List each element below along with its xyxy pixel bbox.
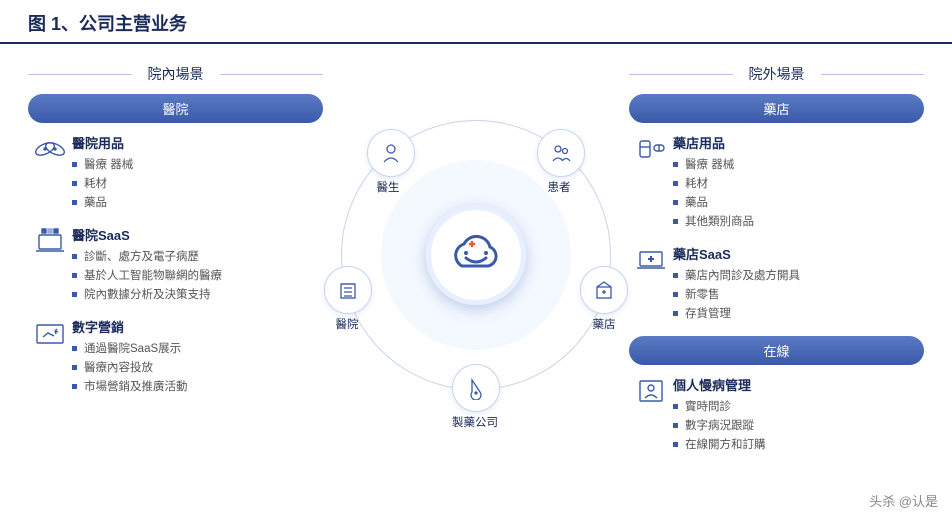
list-item: 在線開方和訂購	[673, 436, 924, 455]
node-pharmacy	[580, 266, 628, 314]
list-item: 基於人工智能物聯網的醫療	[72, 267, 323, 286]
node-label: 製藥公司	[452, 414, 498, 430]
section-title: 醫院SaaS	[72, 225, 323, 244]
section-title: 藥店SaaS	[673, 244, 924, 263]
megaphone-icon	[28, 317, 72, 397]
list-item: 醫療 器械	[72, 156, 323, 175]
list-item: 市場營銷及推廣活動	[72, 378, 323, 397]
scene-header-left: 院內場景	[28, 64, 323, 84]
scene-label: 院外場景	[733, 64, 821, 84]
node-label: 患者	[547, 179, 570, 195]
section-hospital-saas: 醫院SaaS 診斷、處方及電子病歷 基於人工智能物聯網的醫療 院內數據分析及決策…	[28, 225, 323, 305]
center-diagram: 醫生患者藥店製藥公司醫院	[321, 100, 631, 410]
list-item: 藥品	[673, 194, 924, 213]
list-item: 耗材	[673, 175, 924, 194]
list-item: 新零售	[673, 286, 924, 305]
center-cloud-logo	[426, 205, 526, 305]
list-item: 藥品	[72, 194, 323, 213]
node-label: 藥店	[592, 316, 615, 332]
divider	[28, 74, 132, 75]
bullet-list: 藥店內問診及處方開具 新零售 存貨管理	[673, 267, 924, 324]
section-chronic-management: 個人慢病管理 實時問診 數字病況跟蹤 在線開方和訂購	[629, 375, 924, 455]
list-item: 存貨管理	[673, 305, 924, 324]
divider	[821, 74, 925, 75]
bullet-list: 醫療 器械 耗材 藥品	[72, 156, 323, 213]
category-pill-hospital: 醫院	[28, 94, 323, 123]
list-item: 診斷、處方及電子病歷	[72, 248, 323, 267]
bullet-list: 實時問診 數字病況跟蹤 在線開方和訂購	[673, 398, 924, 455]
diagram-content: 院內場景 醫院 醫院用品 醫療 器械 耗材 藥品 醫院SaaS	[0, 44, 952, 484]
divider	[629, 74, 733, 75]
list-item: 醫療內容投放	[72, 359, 323, 378]
list-item: 醫療 器械	[673, 156, 924, 175]
list-item: 數字病況跟蹤	[673, 417, 924, 436]
bullet-list: 診斷、處方及電子病歷 基於人工智能物聯網的醫療 院內數據分析及決策支持	[72, 248, 323, 305]
doctor-icon	[629, 375, 673, 455]
laptop-saas-icon	[28, 225, 72, 305]
node-label: 醫院	[336, 316, 359, 332]
divider	[220, 74, 324, 75]
left-column: 院內場景 醫院 醫院用品 醫療 器械 耗材 藥品 醫院SaaS	[28, 64, 323, 484]
section-title: 個人慢病管理	[673, 375, 924, 394]
section-hospital-supplies: 醫院用品 醫療 器械 耗材 藥品	[28, 133, 323, 213]
list-item: 其他類別商品	[673, 213, 924, 232]
bullet-list: 通過醫院SaaS展示 醫療內容投放 市場營銷及推廣活動	[72, 340, 323, 397]
section-pharmacy-saas: 藥店SaaS 藥店內問診及處方開具 新零售 存貨管理	[629, 244, 924, 324]
category-pill-online: 在線	[629, 336, 924, 365]
bandage-icon	[28, 133, 72, 213]
watermark-text: 头杀 @认是	[869, 491, 938, 510]
laptop-plus-icon	[629, 244, 673, 324]
node-label: 醫生	[377, 179, 400, 195]
list-item: 藥店內問診及處方開具	[673, 267, 924, 286]
scene-label: 院內場景	[132, 64, 220, 84]
figure-title: 图 1、公司主营业务	[28, 10, 924, 36]
section-pharmacy-supplies: 藥店用品 醫療 器械 耗材 藥品 其他類別商品	[629, 133, 924, 232]
section-title: 數字營銷	[72, 317, 323, 336]
node-doctor	[367, 129, 415, 177]
category-pill-pharmacy: 藥店	[629, 94, 924, 123]
right-column: 院外場景 藥店 藥店用品 醫療 器械 耗材 藥品 其他類別商品	[629, 64, 924, 484]
list-item: 通過醫院SaaS展示	[72, 340, 323, 359]
list-item: 實時問診	[673, 398, 924, 417]
list-item: 耗材	[72, 175, 323, 194]
section-title: 藥店用品	[673, 133, 924, 152]
node-pharma-co	[452, 364, 500, 412]
list-item: 院內數據分析及決策支持	[72, 286, 323, 305]
section-title: 醫院用品	[72, 133, 323, 152]
scene-header-right: 院外場景	[629, 64, 924, 84]
node-hospital	[324, 266, 372, 314]
medicine-icon	[629, 133, 673, 232]
bullet-list: 醫療 器械 耗材 藥品 其他類別商品	[673, 156, 924, 232]
figure-title-bar: 图 1、公司主营业务	[0, 0, 952, 44]
section-digital-marketing: 數字營銷 通過醫院SaaS展示 醫療內容投放 市場營銷及推廣活動	[28, 317, 323, 397]
